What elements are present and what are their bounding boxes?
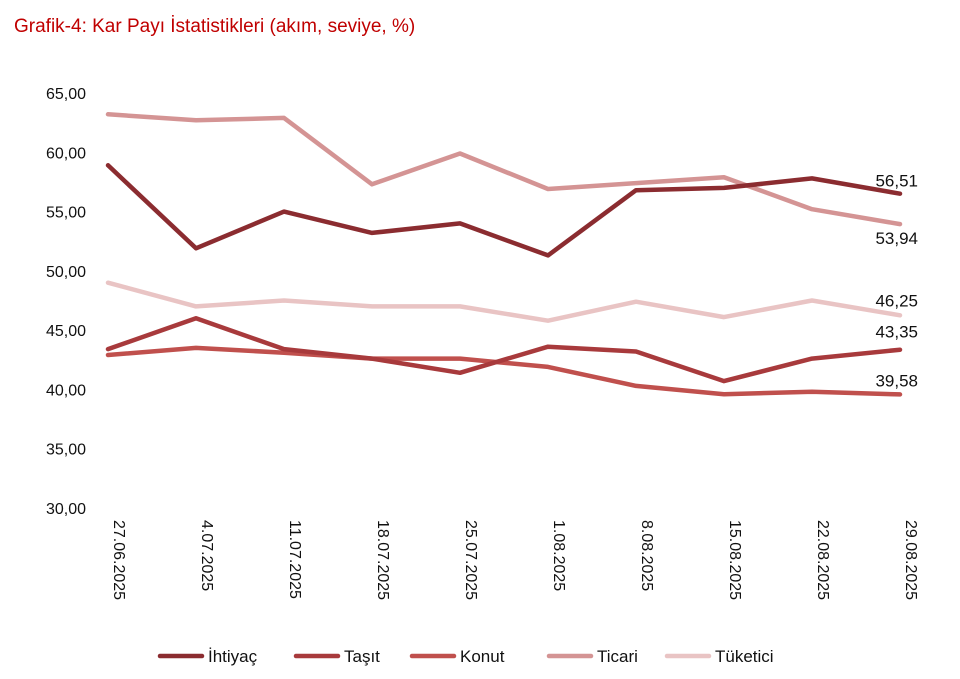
legend-label: Ticari <box>597 647 638 666</box>
end-labels: 56,51 43,35 39,58 53,94 46,25 <box>875 172 918 391</box>
x-tick-label: 25.07.2025 <box>462 520 479 600</box>
y-tick-label: 50,00 <box>46 264 86 281</box>
series-line-4 <box>105 280 903 323</box>
y-axis-ticks: 30,00 35,00 40,00 45,00 50,00 55,00 60,00 65,00 <box>46 86 86 518</box>
series-line-3 <box>105 112 903 227</box>
legend-label: Tüketici <box>715 647 774 666</box>
x-tick-label: 1.08.2025 <box>550 520 567 591</box>
legend-label: Taşıt <box>344 647 380 666</box>
x-tick-label: 11.07.2025 <box>286 520 303 599</box>
series-lines <box>105 112 903 397</box>
y-tick-label: 30,00 <box>46 501 86 518</box>
y-tick-label: 40,00 <box>46 382 86 399</box>
x-tick-label: 18.07.2025 <box>374 520 391 600</box>
legend-label: İhtiyaç <box>208 647 258 666</box>
legend: İhtiyaç Taşıt Konut Ticari Tüketici <box>157 647 774 666</box>
series-line-0 <box>105 163 903 258</box>
end-value-label: 39,58 <box>875 371 918 390</box>
series-line-1 <box>105 316 903 384</box>
end-value-label: 46,25 <box>875 291 918 310</box>
end-value-label: 43,35 <box>875 323 918 342</box>
y-tick-label: 35,00 <box>46 442 86 459</box>
x-tick-label: 15.08.2025 <box>726 520 743 600</box>
x-axis-ticks: 27.06.2025 4.07.2025 11.07.2025 18.07.2025 2… <box>110 520 919 600</box>
chart-title: Grafik-4: Kar Payı İstatistikleri (akım,… <box>14 16 416 37</box>
y-tick-label: 65,00 <box>46 86 86 103</box>
y-tick-label: 60,00 <box>46 145 86 162</box>
end-value-label: 56,51 <box>875 172 918 191</box>
legend-label: Konut <box>460 647 505 666</box>
x-tick-label: 27.06.2025 <box>110 520 127 600</box>
x-tick-label: 29.08.2025 <box>902 520 919 600</box>
y-tick-label: 45,00 <box>46 323 86 340</box>
end-value-label: 53,94 <box>875 229 918 248</box>
x-tick-label: 22.08.2025 <box>814 520 831 600</box>
y-tick-label: 55,00 <box>46 205 86 222</box>
x-tick-label: 8.08.2025 <box>638 520 655 591</box>
x-tick-label: 4.07.2025 <box>198 520 215 591</box>
series-line-2 <box>105 345 903 397</box>
